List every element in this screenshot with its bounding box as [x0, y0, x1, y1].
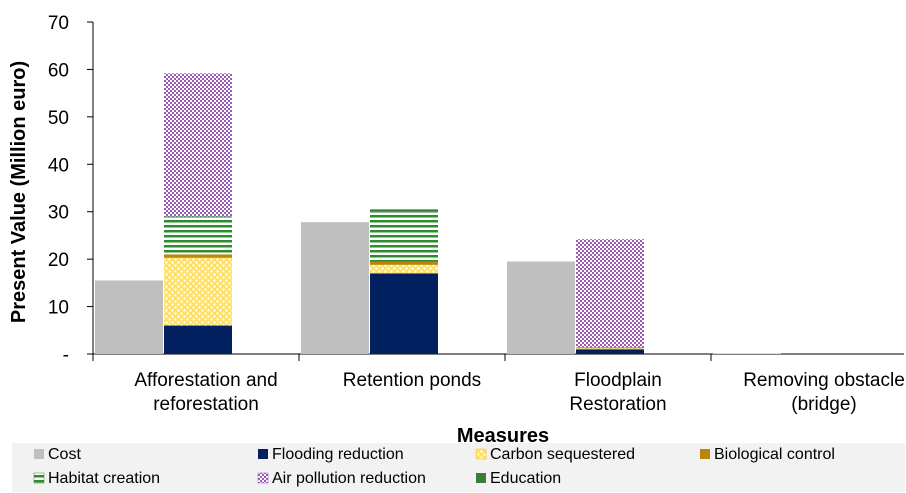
legend-swatch-cost: [34, 449, 44, 459]
legend-label-flooding-reduction: Flooding reduction: [272, 446, 404, 463]
bar-air-pollution-reduction: [576, 239, 644, 348]
x-tick-label: Afforestation and: [134, 370, 277, 391]
legend-swatch-air-pollution-reduction: [257, 472, 269, 484]
x-tick-label: Retention ponds: [343, 370, 481, 391]
y-tick-label: -: [63, 345, 69, 366]
legend-label-biological-control: Biological control: [714, 446, 835, 463]
x-tick-label: reforestation: [153, 394, 259, 415]
bar-cost: [301, 222, 369, 354]
bar-flooding-reduction: [370, 273, 438, 354]
legend-label-cost: Cost: [48, 446, 81, 463]
x-axis-title: Measures: [457, 425, 549, 447]
bar-flooding-reduction: [576, 349, 644, 354]
bars: [95, 73, 781, 354]
bar-cost: [95, 280, 163, 354]
legend: Cost Flooding reduction Carbon sequestered…: [12, 443, 905, 492]
x-tick-label: Removing obstacle: [743, 370, 905, 391]
labels: Afforestation and reforestation Retention …: [8, 61, 905, 447]
y-tick-label: 20: [48, 250, 69, 271]
legend-swatch-habitat-creation: [33, 472, 45, 484]
bar-biological-control: [576, 347, 644, 349]
bar-air-pollution-reduction: [164, 73, 232, 217]
bar-habitat-creation: [370, 211, 438, 262]
x-tick-label: Restoration: [569, 394, 666, 415]
y-axis-title: Present Value (Million euro): [8, 61, 30, 323]
legend-swatch-biological-control: [700, 449, 710, 459]
legend-swatch-carbon-sequestered: [475, 448, 487, 460]
legend-label-habitat-creation: Habitat creation: [48, 470, 160, 487]
y-tick-label: 40: [48, 155, 69, 176]
y-tick-label: 60: [48, 60, 69, 81]
bar-habitat-creation: [164, 216, 232, 255]
legend-swatch-education: [476, 473, 486, 483]
bar-education: [370, 209, 438, 212]
legend-swatch-flooding-reduction: [258, 449, 268, 459]
bar-flooding-reduction: [164, 325, 232, 354]
x-tick-label: Floodplain: [574, 370, 662, 391]
bar-biological-control: [164, 254, 232, 258]
y-tick-label: 70: [48, 13, 69, 34]
y-tick-label: 10: [48, 298, 69, 319]
bar-carbon-sequestered: [370, 264, 438, 274]
legend-box: [12, 443, 905, 492]
bar-cost: [507, 261, 575, 354]
bar-carbon-sequestered: [576, 348, 644, 350]
y-tick-label: 30: [48, 203, 69, 224]
legend-label-carbon-sequestered: Carbon sequestered: [490, 446, 635, 463]
bar-biological-control: [370, 261, 438, 265]
legend-label-education: Education: [490, 470, 561, 487]
y-tick-label: 50: [48, 108, 69, 129]
bar-carbon-sequestered: [164, 257, 232, 326]
legend-label-air-pollution-reduction: Air pollution reduction: [272, 470, 426, 487]
x-tick-label: (bridge): [791, 394, 856, 415]
